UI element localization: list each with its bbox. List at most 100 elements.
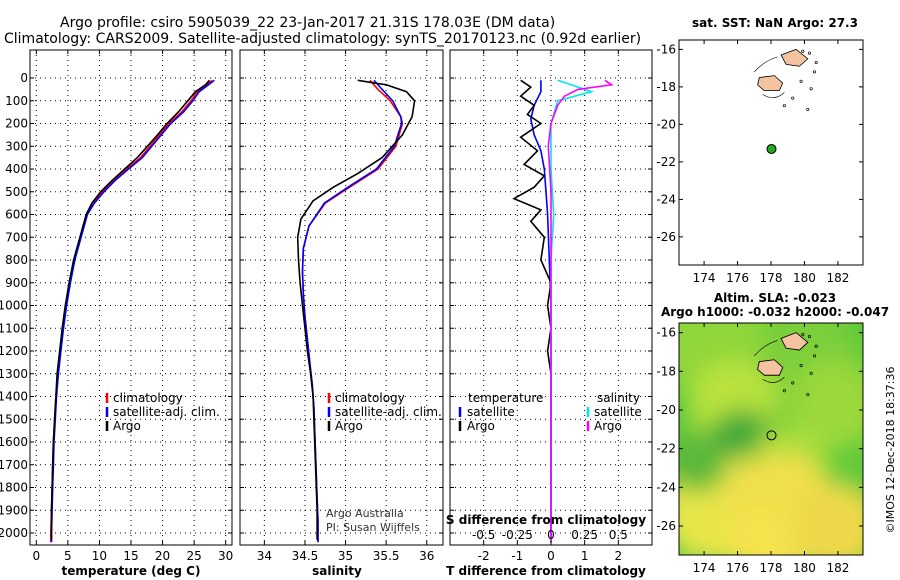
series-group <box>49 79 215 543</box>
lon-tick-label: 176 <box>726 561 749 575</box>
salinity-panel: 34 34.5 35 35.5 36 climatologysatellite-adj. … <box>239 49 444 563</box>
x-tick-label: 2 <box>615 549 623 563</box>
small-island <box>809 371 813 375</box>
lat-tick-label: -22 <box>656 442 676 456</box>
y-tick-label: 1400 <box>0 390 28 404</box>
legend-label: satellite <box>467 405 515 419</box>
legend-label: climatology <box>335 391 405 405</box>
sla-patch <box>790 359 863 450</box>
x-tick-label: 1 <box>581 549 589 563</box>
small-island <box>806 107 810 111</box>
y-tick-label: 200 <box>5 117 28 131</box>
legend-group-title: salinity <box>597 391 640 405</box>
small-island <box>782 389 786 393</box>
salinity-axis-label: salinity <box>312 564 362 578</box>
x-tick-label: 5 <box>64 549 72 563</box>
y-tick-label: 1800 <box>0 481 28 495</box>
y-tick-label: 400 <box>5 162 28 176</box>
t-difference-axis-label: T difference from climatology <box>446 564 646 578</box>
lat-tick-label: -16 <box>656 326 676 340</box>
legend-label: Argo <box>335 419 363 433</box>
small-island <box>812 70 817 74</box>
figure-title-line1: Argo profile: csiro 5905039_22 23-Jan-20… <box>60 15 555 31</box>
y-tick-label: 1600 <box>0 435 28 449</box>
x-tick-label: 34.5 <box>292 549 319 563</box>
lon-tick-label: 182 <box>826 561 849 575</box>
x2-tick-label: 0.5 <box>609 528 628 542</box>
y-tick-label: 1500 <box>0 412 28 426</box>
argo-float-marker <box>766 430 777 441</box>
lat-tick-label: -20 <box>656 403 676 417</box>
series-line-s-satellite <box>550 79 595 543</box>
vanua-levu-island <box>780 48 809 67</box>
x-tick-label: 10 <box>92 549 107 563</box>
small-island <box>799 79 803 83</box>
small-island <box>799 363 803 368</box>
x-tick-label: 35 <box>338 549 353 563</box>
small-island <box>814 60 818 65</box>
legend-label: satellite <box>594 405 642 419</box>
y-tick-label: 100 <box>5 94 28 108</box>
sst-map-title: sat. SST: NaN Argo: 27.3 <box>692 16 858 30</box>
small-island <box>809 87 813 91</box>
x-tick-label: 35.5 <box>373 549 400 563</box>
x-tick-label: 25 <box>186 549 201 563</box>
small-island <box>801 333 805 337</box>
legend-label: climatology <box>113 391 183 405</box>
y-tick-label: 1700 <box>0 458 28 472</box>
vanua-levu-island <box>780 332 809 351</box>
lon-tick-label: 182 <box>826 271 849 285</box>
sla-field <box>679 323 863 555</box>
y-tick-label: 1300 <box>0 367 28 381</box>
sst-map: 174 176 178 180 182 -16 -18 -20 -22 -24 -26 <box>656 39 864 285</box>
y-tick-label: 0 <box>20 71 28 85</box>
y-tick-label: 300 <box>5 139 28 153</box>
lat-tick-label: -26 <box>656 230 676 244</box>
temperature-axis-label: temperature (deg C) <box>62 564 201 578</box>
x-tick-label: 20 <box>155 549 170 563</box>
difference-panel: -2 -1 0 1 2 -0.5 -0.25 0 0.25 0.5 temperature salin… <box>449 49 653 563</box>
legend-label: Argo <box>113 419 141 433</box>
lon-tick-label: 180 <box>793 271 816 285</box>
y-tick-label: 900 <box>5 276 28 290</box>
viti-levu-island <box>757 75 784 92</box>
legend-label: satellite-adj. clim. <box>113 405 220 419</box>
sla-map: 174 176 178 180 182 -16 -18 -20 -22 -24 -26 <box>656 322 864 575</box>
y-tick-label: 1200 <box>0 344 28 358</box>
series-line-argo <box>50 79 210 540</box>
map-content <box>679 323 863 555</box>
imos-timestamp: ©IMOS 12-Dec-2018 18:37:36 <box>884 367 897 534</box>
y-tick-label: 2000 <box>0 526 28 540</box>
plot-frame <box>239 49 444 546</box>
lon-tick-label: 178 <box>760 271 783 285</box>
x-tick-label: 30 <box>218 549 233 563</box>
x-tick-label: 0 <box>547 549 555 563</box>
reef-outline <box>754 340 785 383</box>
lat-tick-label: -24 <box>656 480 676 494</box>
legend-group-title: temperature <box>468 391 543 405</box>
small-island <box>801 49 805 53</box>
viti-levu-island <box>757 359 784 376</box>
series-line-s-argo <box>547 79 614 543</box>
lat-tick-label: -18 <box>656 80 676 94</box>
legend-label: Argo <box>594 419 622 433</box>
lat-tick-label: -24 <box>656 192 676 206</box>
y-tick-label: 500 <box>5 185 28 199</box>
small-island <box>782 104 786 108</box>
y-tick-label: 1100 <box>0 321 28 335</box>
small-island <box>814 344 818 348</box>
x-tick-label: -1 <box>511 549 523 563</box>
x-tick-label: 15 <box>123 549 138 563</box>
sla-patch <box>726 508 797 555</box>
figure-title-line2: Climatology: CARS2009. Satellite-adjuste… <box>4 31 641 47</box>
series-line-t-argo <box>512 79 552 543</box>
series-line-climatology <box>49 79 213 543</box>
legend-label: Argo <box>467 419 495 433</box>
small-island <box>791 381 795 385</box>
legend-label: satellite-adj. clim. <box>335 405 442 419</box>
x2-tick-label: -0.5 <box>472 528 495 542</box>
lon-tick-label: 174 <box>693 561 716 575</box>
x2-tick-label: 0.25 <box>571 528 598 542</box>
credit-line-1: Argo Australia <box>326 507 404 520</box>
